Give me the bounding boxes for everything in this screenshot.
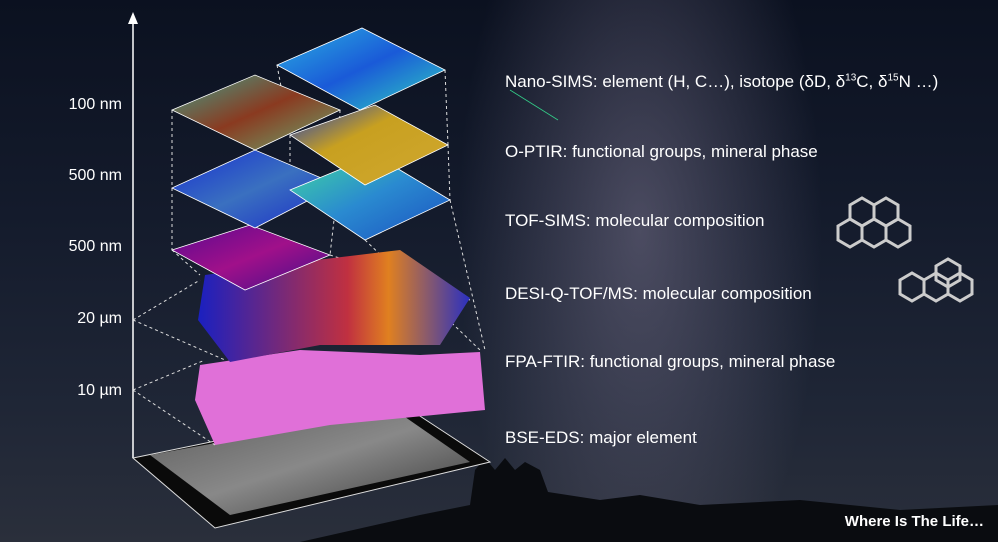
footer-caption: Where Is The Life… [845, 513, 984, 530]
scale-label-10um: 10 µm [30, 382, 122, 400]
label-bse-eds: BSE-EDS: major element [505, 428, 697, 448]
label-nano-sims: Nano-SIMS: element (H, C…), isotope (δD,… [505, 72, 938, 92]
pointer-line [510, 90, 558, 120]
axis-arrow-icon [128, 12, 138, 24]
label-desi: DESI-Q-TOF/MS: molecular composition [505, 284, 812, 304]
scale-label-100nm: 100 nm [30, 96, 122, 114]
scale-label-500nm-b: 500 nm [30, 238, 122, 256]
label-o-ptir: O-PTIR: functional groups, mineral phase [505, 142, 818, 162]
molecule-icon-1 [838, 198, 910, 247]
scale-label-20um: 20 µm [30, 310, 122, 328]
label-fpa-ftir: FPA-FTIR: functional groups, mineral pha… [505, 352, 835, 372]
label-tof-sims: TOF-SIMS: molecular composition [505, 211, 765, 231]
scale-label-500nm-a: 500 nm [30, 167, 122, 185]
molecule-icon-2 [900, 259, 972, 301]
